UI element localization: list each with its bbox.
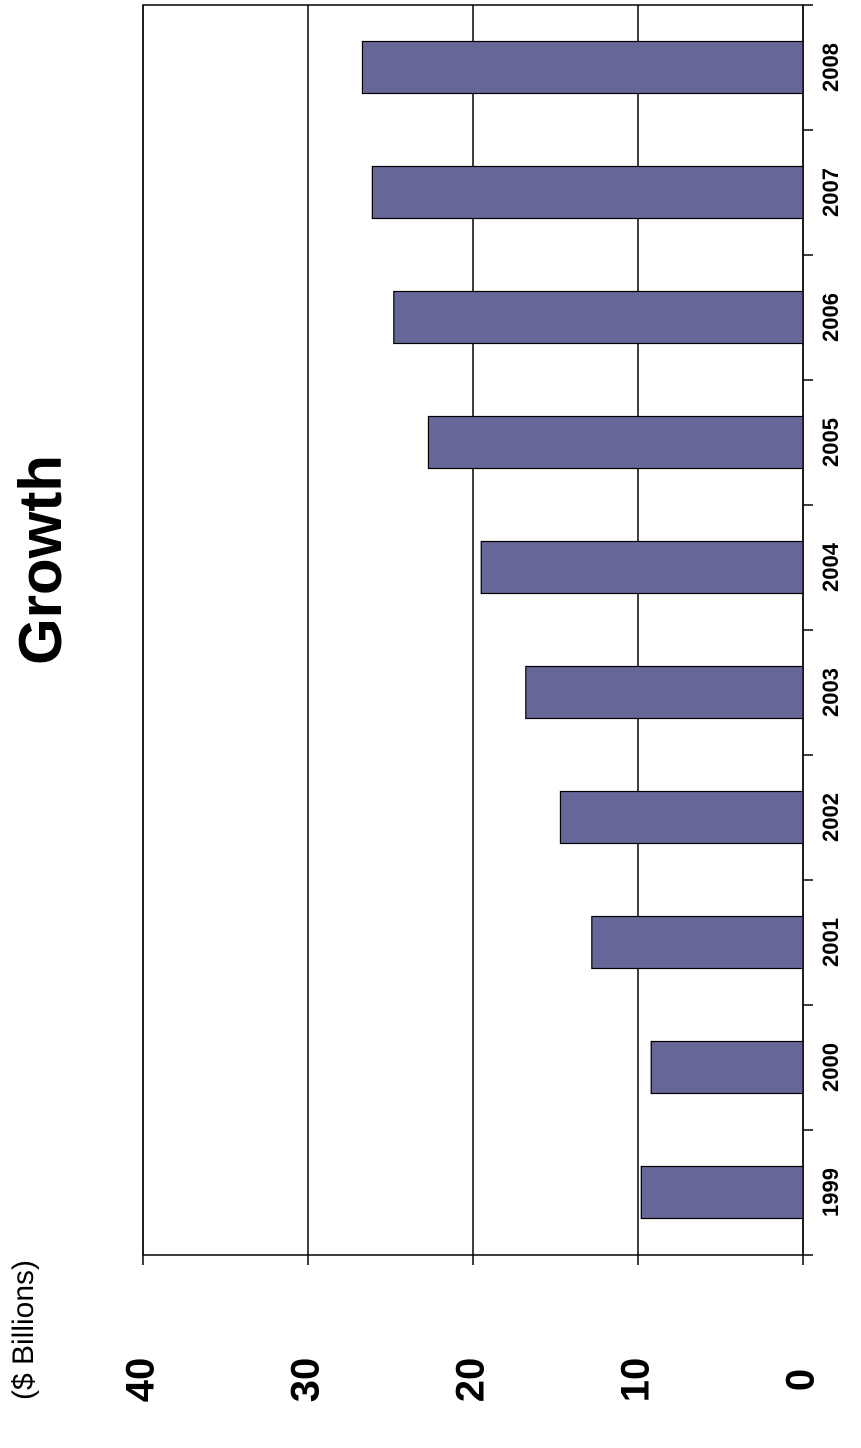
x-tick-label: 1999 xyxy=(818,1168,843,1217)
y-tick-label: 20 xyxy=(449,1358,493,1403)
x-tick-label: 2008 xyxy=(818,43,843,92)
bar xyxy=(393,290,804,345)
bar xyxy=(591,915,804,970)
y-tick-label: 0 xyxy=(779,1369,823,1391)
x-tick-label: 2003 xyxy=(818,668,843,717)
chart-title: Growth xyxy=(7,455,74,665)
y-tick-label: 30 xyxy=(284,1358,328,1403)
bar xyxy=(650,1040,804,1095)
x-tick-label: 2004 xyxy=(818,542,843,592)
x-tick-label: 2001 xyxy=(818,918,843,967)
x-tick-label: 2002 xyxy=(818,793,843,842)
x-tick-label: 2005 xyxy=(818,418,843,467)
y-tick-label: 10 xyxy=(614,1358,658,1403)
bar xyxy=(525,665,804,720)
x-tick-label: 2000 xyxy=(818,1043,843,1092)
bar xyxy=(371,165,804,220)
x-tick-label: 2006 xyxy=(818,293,843,342)
bar xyxy=(559,790,804,845)
axis-label: ($ Billions) xyxy=(7,1260,40,1400)
bar xyxy=(480,540,804,595)
bar xyxy=(427,415,804,470)
y-tick-label: 40 xyxy=(119,1358,163,1403)
x-tick-label: 2007 xyxy=(818,168,843,217)
bar xyxy=(361,40,804,95)
bar xyxy=(640,1165,804,1220)
